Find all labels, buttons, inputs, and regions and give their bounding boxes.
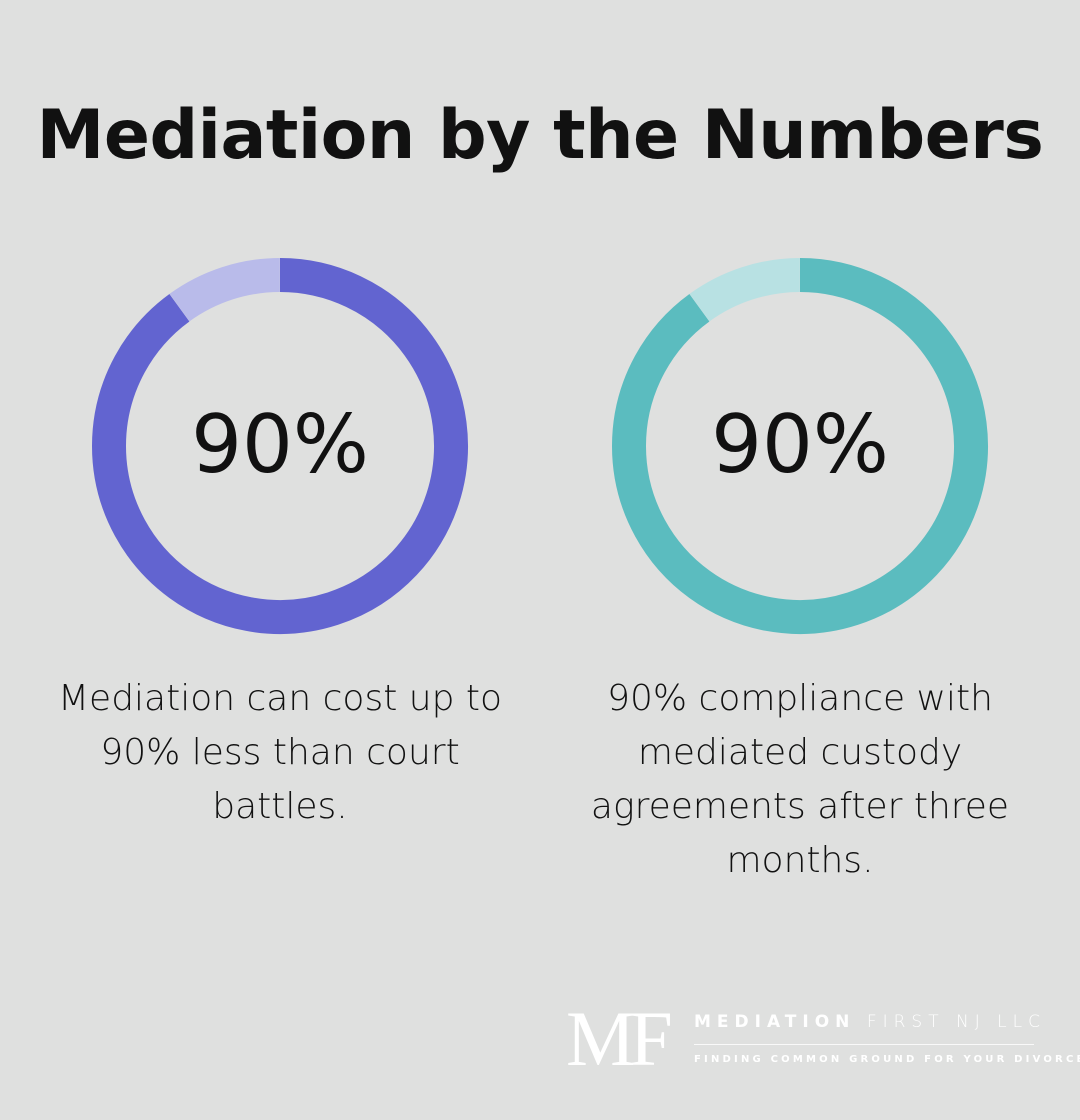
logo-mark: MF (566, 995, 673, 1082)
page-title: Mediation by the Numbers (36, 96, 1044, 175)
donut-value-segment (612, 258, 988, 634)
donut-remainder-segment (169, 258, 281, 322)
donut-value-label: 90% (711, 397, 889, 491)
donut-caption-compliance: 90% compliance with mediated custody agr… (590, 678, 1010, 881)
donut-svg (612, 258, 988, 634)
logo-name-bold: MEDIATION (694, 1012, 856, 1032)
donut-remainder-segment (689, 258, 801, 322)
logo-tagline: FINDING COMMON GROUND FOR YOUR DIVORCE (694, 1054, 1080, 1065)
donut-chart-cost: 90% (90, 256, 470, 636)
donut-value-segment (92, 258, 468, 634)
donut-value-label: 90% (191, 397, 369, 491)
logo-name: MEDIATION FIRST NJ LLC (694, 1012, 1046, 1032)
donut-chart-compliance: 90% (610, 256, 990, 636)
donut-caption-cost: Mediation can cost up to 90% less than c… (57, 678, 503, 827)
logo-name-light: FIRST NJ LLC (866, 1012, 1046, 1032)
logo-divider (694, 1044, 1034, 1045)
company-logo: MF MEDIATION FIRST NJ LLC FINDING COMMON… (566, 995, 1080, 1082)
donut-svg (92, 258, 468, 634)
